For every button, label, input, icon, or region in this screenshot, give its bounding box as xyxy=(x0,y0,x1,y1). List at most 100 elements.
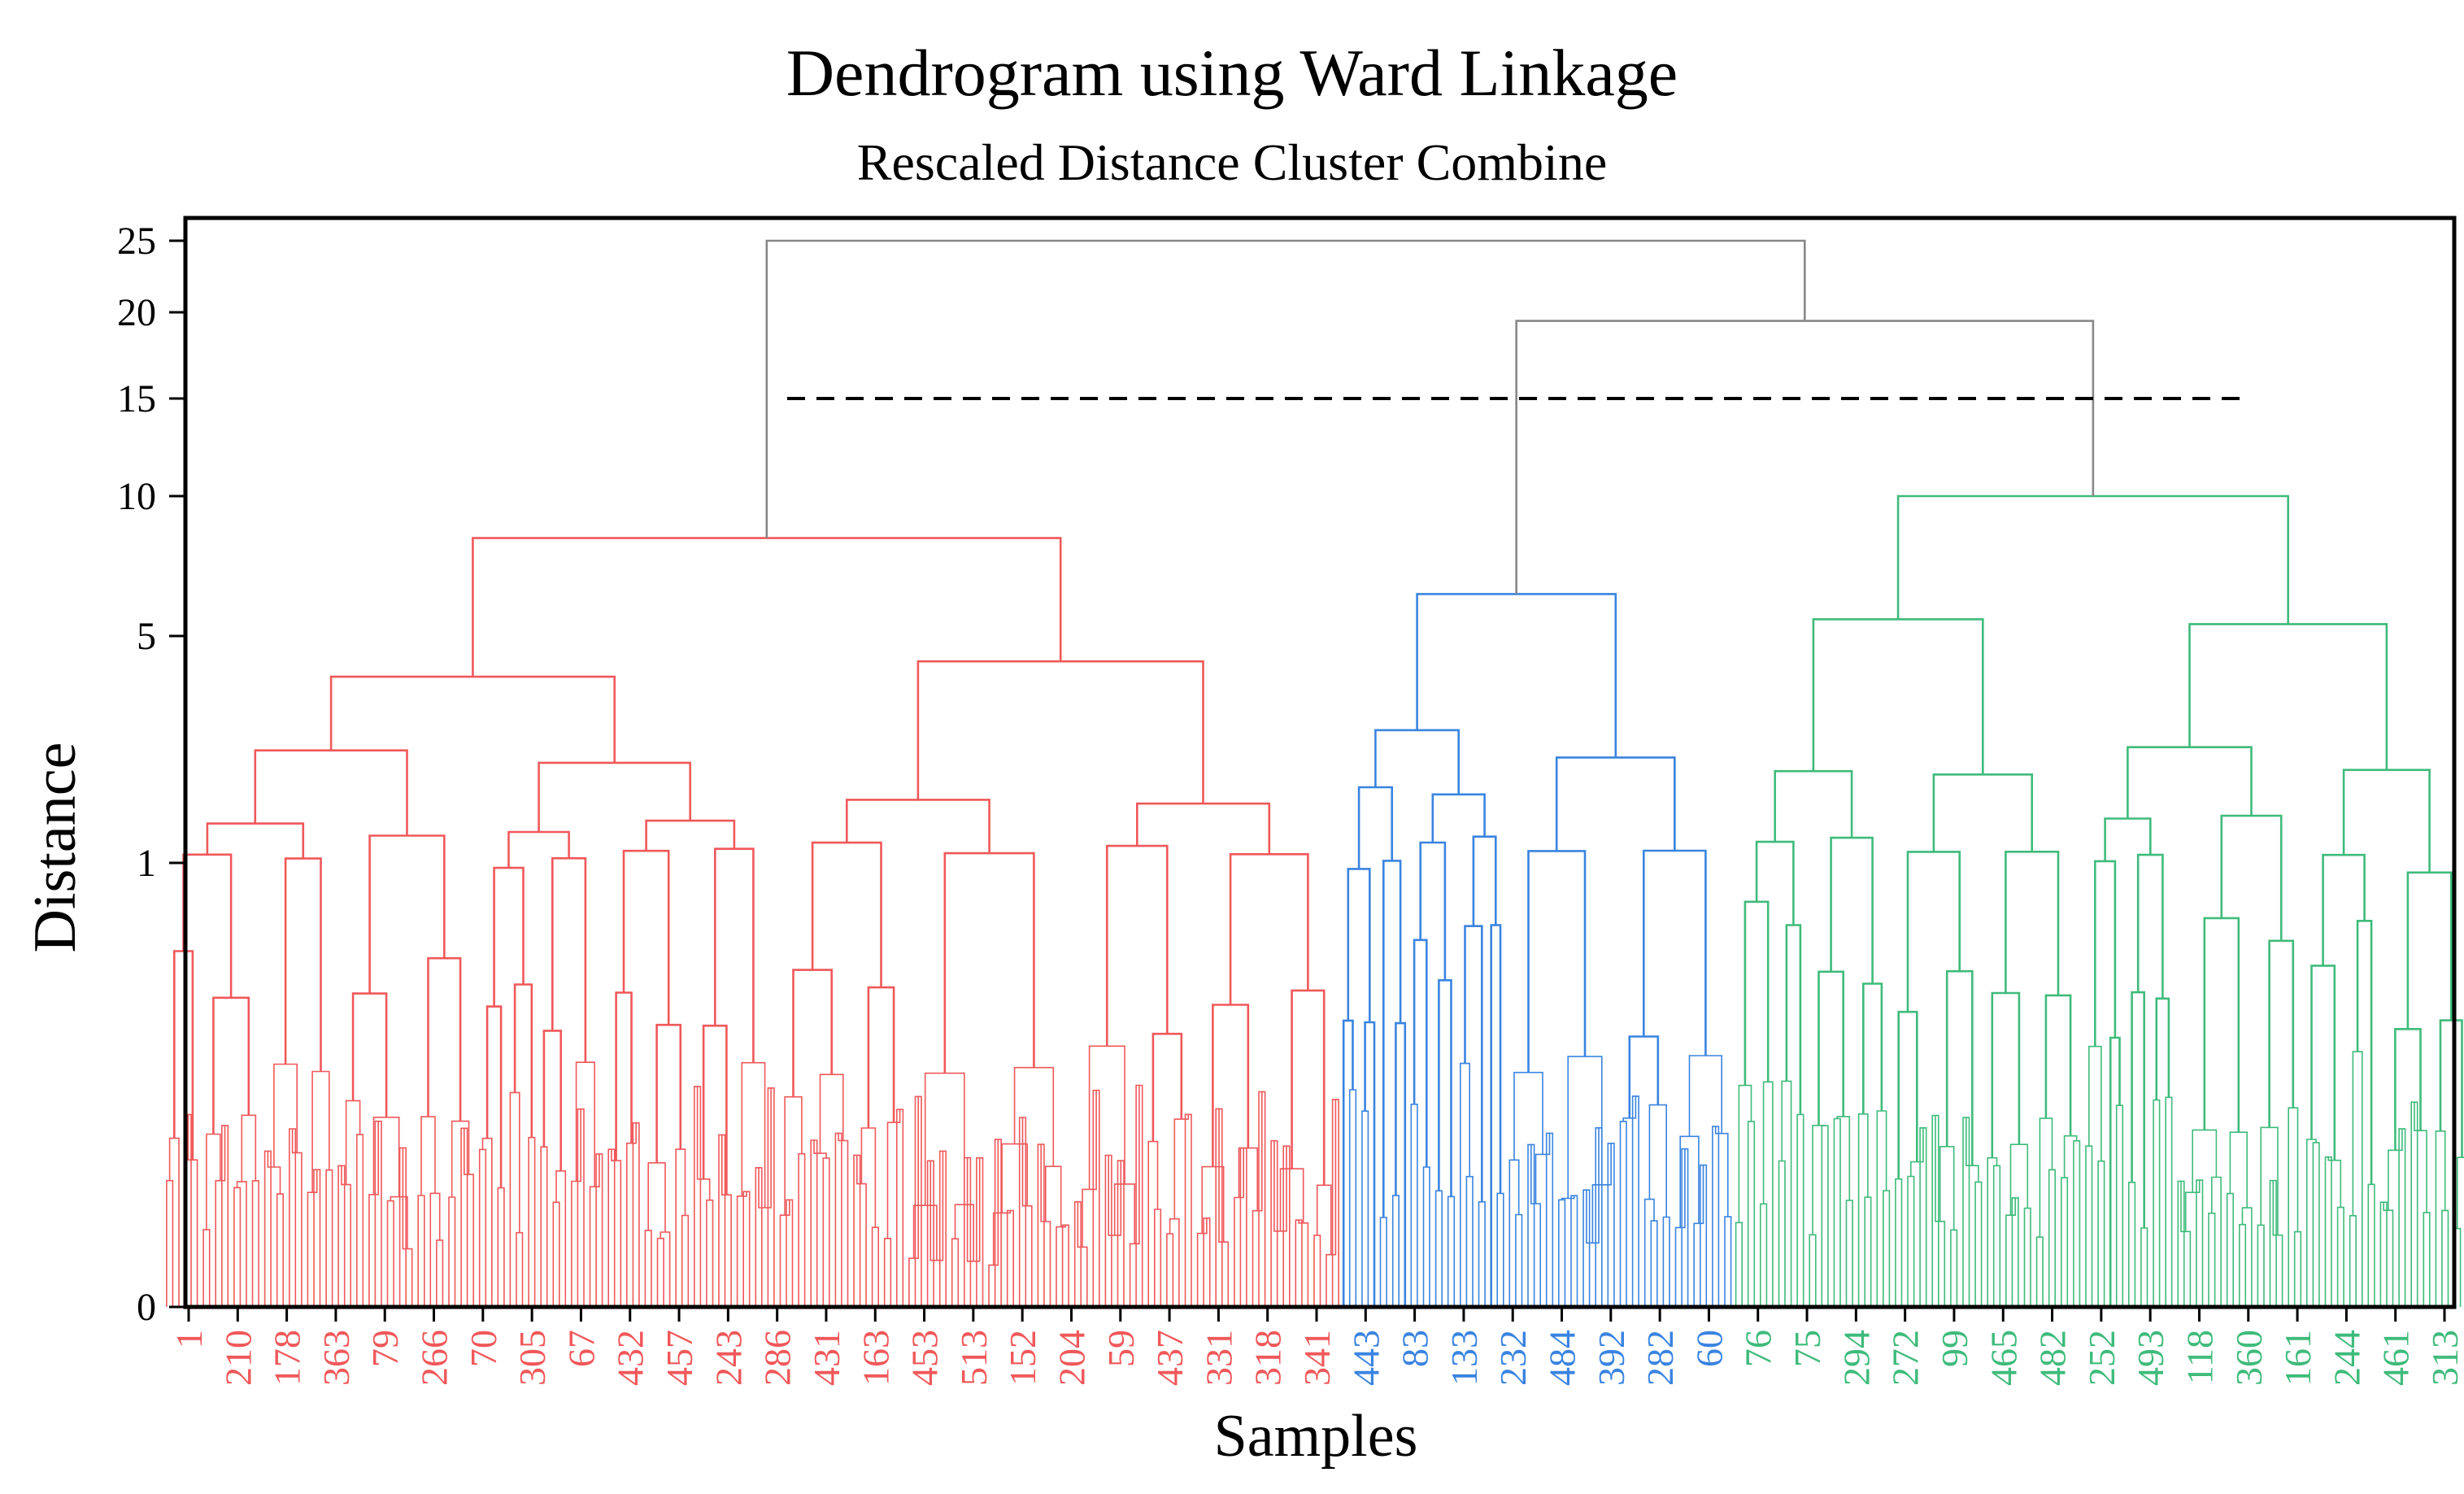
cluster-red-link xyxy=(886,1109,901,1239)
cluster-red-link xyxy=(427,956,462,1122)
cluster-red-link xyxy=(448,1196,456,1307)
cluster-red-link xyxy=(611,1149,622,1307)
x-tick-label: 178 xyxy=(267,1330,308,1386)
cluster-red-link xyxy=(233,1187,242,1307)
cluster-red-link xyxy=(291,1129,303,1307)
cluster-red-link xyxy=(552,1201,560,1307)
cluster-green-link xyxy=(2306,1139,2317,1307)
cluster-green-link xyxy=(1897,1010,1918,1179)
cluster-blue-link xyxy=(1478,1201,1486,1307)
cluster-green-link xyxy=(2140,1227,2148,1307)
cluster-red-link xyxy=(202,1229,211,1307)
cluster-green-link xyxy=(1883,1190,1891,1307)
cluster-red-link xyxy=(702,1024,728,1196)
x-tick-label: 272 xyxy=(1885,1330,1926,1386)
cluster-blue-link xyxy=(1714,1126,1729,1217)
cluster-blue-link xyxy=(1460,1062,1470,1307)
cluster-red-link xyxy=(451,1120,470,1197)
cluster-green-link xyxy=(2153,1099,2161,1307)
cluster-green-link xyxy=(2260,1126,2279,1235)
x-tick-label: 363 xyxy=(316,1330,357,1386)
cluster-green-link xyxy=(2005,851,2060,995)
cluster-red-link xyxy=(883,1238,892,1307)
x-tick-label: 75 xyxy=(1787,1330,1828,1367)
cluster-green-link xyxy=(1895,1178,1903,1307)
cluster-red-link xyxy=(943,852,1035,1074)
x-tick-label: 465 xyxy=(1983,1330,2024,1386)
y-tick-label: 1 xyxy=(137,842,156,885)
cluster-green-link xyxy=(1830,836,1874,984)
cluster-red-link xyxy=(1313,1235,1321,1307)
cluster-green-link xyxy=(1760,1203,1768,1307)
cluster-green-link xyxy=(2136,853,2164,999)
x-tick-label: 252 xyxy=(2081,1330,2122,1386)
cluster-red-link xyxy=(819,1074,844,1154)
cluster-blue-link xyxy=(1515,1213,1523,1307)
cluster-green-link xyxy=(2044,994,2072,1136)
cluster-red-link xyxy=(1169,1217,1180,1307)
cluster-red-link xyxy=(798,1152,806,1307)
cluster-red-link xyxy=(1184,1113,1192,1307)
x-tick-label: 60 xyxy=(1688,1330,1730,1367)
cluster-red-link xyxy=(372,1117,400,1197)
cluster-green-link xyxy=(2383,1202,2394,1307)
cluster-red-link xyxy=(236,1181,247,1307)
cluster-green-link xyxy=(2356,920,2373,1185)
cluster-green-link xyxy=(1818,970,1844,1126)
y-tick-label: 0 xyxy=(137,1286,156,1329)
cluster-red-link xyxy=(644,1230,652,1307)
cluster-red-link xyxy=(626,1122,637,1307)
cluster-red-link xyxy=(509,1091,520,1307)
cluster-red-link xyxy=(386,1200,394,1307)
cluster-red-link xyxy=(1106,844,1169,1047)
cluster-green-link xyxy=(1932,773,2033,852)
cluster-red-link xyxy=(810,1139,818,1307)
cluster-red-link xyxy=(478,1148,487,1307)
cluster-green-link xyxy=(1939,1146,1955,1230)
x-tick-label: 118 xyxy=(2179,1330,2221,1384)
cluster-blue-link xyxy=(1382,860,1402,1217)
y-tick-label: 5 xyxy=(137,615,156,658)
cluster-green-link xyxy=(2423,1212,2431,1307)
cluster-green-link xyxy=(1987,1156,1998,1307)
cluster-blue-link xyxy=(1342,1019,1354,1307)
cluster-green-link xyxy=(2398,1128,2406,1307)
cluster-red-link xyxy=(786,1199,794,1307)
cluster-green-link xyxy=(2097,1160,2105,1307)
cluster-red-link xyxy=(916,660,1204,804)
cluster-green-link xyxy=(2109,1036,2121,1307)
cluster-red-link xyxy=(356,1134,364,1307)
cluster-red-link xyxy=(341,1165,351,1307)
cluster-blue-link xyxy=(1527,850,1587,1073)
cluster-red-link xyxy=(1154,1209,1162,1307)
cluster-red-link xyxy=(1212,1004,1250,1167)
cluster-blue-link xyxy=(1379,1217,1387,1307)
cluster-green-link xyxy=(2406,871,2453,1030)
cluster-blue-link xyxy=(1508,1159,1520,1307)
cluster-red-link xyxy=(838,1133,849,1307)
cluster-red-link xyxy=(951,1238,960,1307)
cluster-red-link xyxy=(1006,1209,1014,1307)
cluster-green-link xyxy=(2073,1140,2081,1307)
chart-subtitle: Rescaled Distance Cluster Combine xyxy=(856,133,1608,191)
cluster-red-link xyxy=(908,1096,919,1307)
cluster-blue-link xyxy=(1619,1121,1627,1307)
cluster-blue-link xyxy=(1419,841,1447,981)
x-axis-label: Samples xyxy=(1214,1403,1418,1470)
x-tick-label: 133 xyxy=(1443,1330,1485,1386)
chart-title: Dendrogram using Ward Linkage xyxy=(786,36,1678,110)
cluster-green-link xyxy=(1781,1080,1792,1307)
x-tick-label: 152 xyxy=(1002,1330,1043,1386)
cluster-green-link xyxy=(1785,924,1802,1115)
x-tick-label: 204 xyxy=(1051,1330,1093,1386)
x-tick-label: 286 xyxy=(757,1330,799,1386)
x-tick-label: 431 xyxy=(806,1330,847,1386)
x-tick-label: 392 xyxy=(1591,1330,1632,1386)
cluster-green-link xyxy=(2035,1236,2044,1307)
cluster-blue-link xyxy=(1438,979,1452,1197)
x-tick-label: 244 xyxy=(2326,1330,2367,1386)
cluster-red-link xyxy=(1061,1224,1069,1307)
cluster-red-link xyxy=(420,1116,436,1196)
x-tick-label: 360 xyxy=(2228,1330,2270,1386)
cluster-green-link xyxy=(1762,1081,1774,1307)
